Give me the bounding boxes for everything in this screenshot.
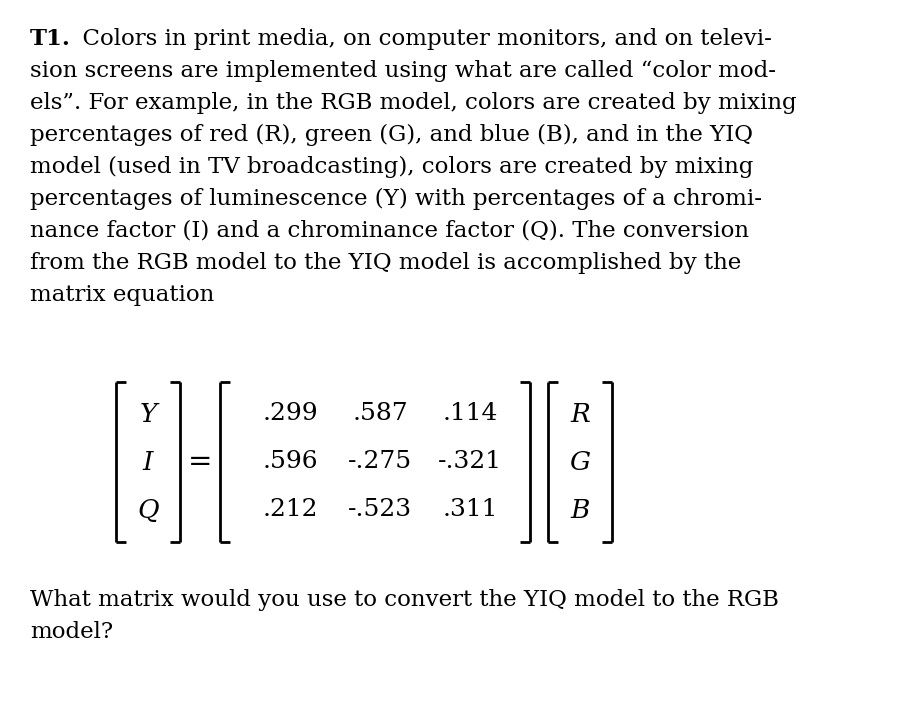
Text: Y: Y (140, 401, 157, 427)
Text: T1.: T1. (30, 28, 71, 50)
Text: matrix equation: matrix equation (30, 284, 214, 306)
Text: sion screens are implemented using what are called “color mod-: sion screens are implemented using what … (30, 60, 776, 82)
Text: .114: .114 (442, 403, 498, 425)
Text: percentages of luminescence (Y) with percentages of a chromi-: percentages of luminescence (Y) with per… (30, 188, 762, 210)
Text: model?: model? (30, 621, 113, 643)
Text: -.321: -.321 (438, 451, 502, 474)
Text: model (used in TV broadcasting), colors are created by mixing: model (used in TV broadcasting), colors … (30, 156, 753, 178)
Text: -.523: -.523 (348, 498, 412, 522)
Text: What matrix would you use to convert the YIQ model to the RGB: What matrix would you use to convert the… (30, 589, 778, 611)
Text: .299: .299 (262, 403, 318, 425)
Text: percentages of red (R), green (G), and blue (B), and in the YIQ: percentages of red (R), green (G), and b… (30, 124, 753, 146)
Text: from the RGB model to the YIQ model is accomplished by the: from the RGB model to the YIQ model is a… (30, 252, 742, 274)
Text: I: I (143, 449, 153, 474)
Text: .587: .587 (352, 403, 408, 425)
Text: -.275: -.275 (348, 451, 412, 474)
Text: G: G (570, 449, 590, 474)
Text: nance factor (I) and a chrominance factor (Q). The conversion: nance factor (I) and a chrominance facto… (30, 220, 749, 242)
Text: .311: .311 (442, 498, 498, 522)
Text: .596: .596 (262, 451, 318, 474)
Text: els”. For example, in the RGB model, colors are created by mixing: els”. For example, in the RGB model, col… (30, 92, 796, 114)
Text: B: B (571, 498, 590, 523)
Text: =: = (188, 448, 212, 476)
Text: .212: .212 (262, 498, 318, 522)
Text: R: R (570, 401, 590, 427)
Text: Colors in print media, on computer monitors, and on televi-: Colors in print media, on computer monit… (68, 28, 772, 50)
Text: Q: Q (137, 498, 158, 523)
